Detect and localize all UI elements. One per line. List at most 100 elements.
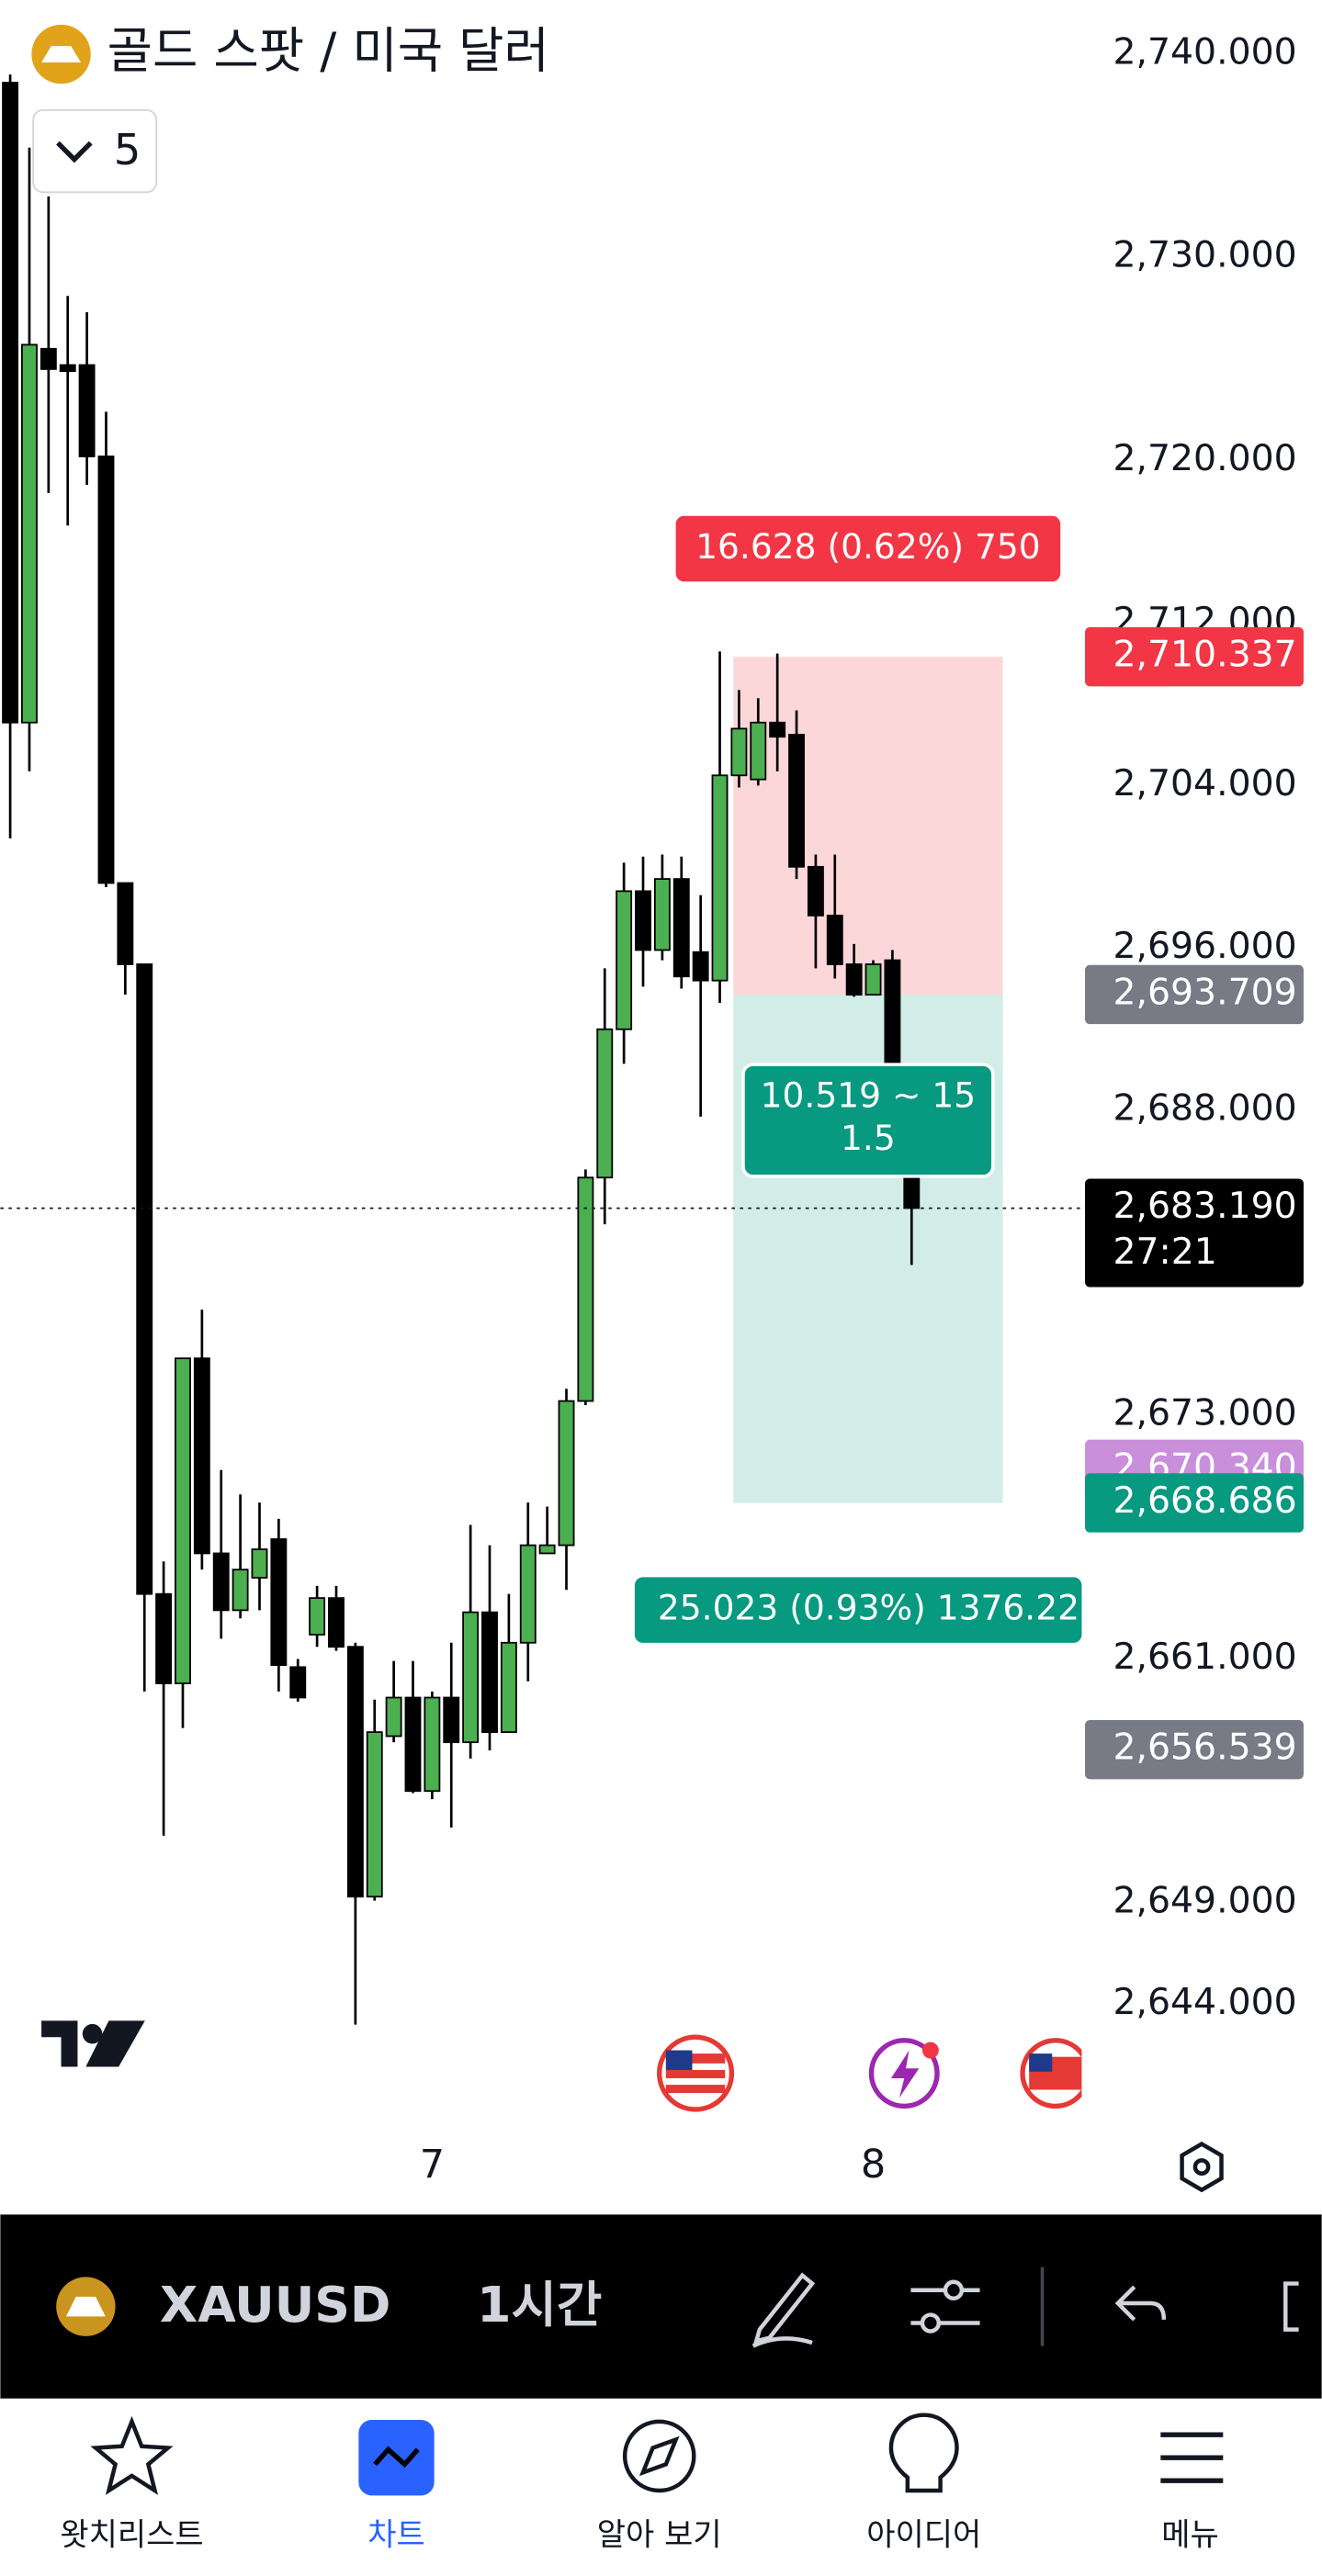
candle-body: [845, 963, 863, 996]
price-badge: [1085, 1178, 1304, 1288]
candle-body: [2, 82, 19, 724]
chart-area: 2,740.0002,730.0002,720.0002,712.0002,70…: [0, 31, 1304, 2188]
y-tick-label: 2,649.000: [1113, 1879, 1296, 1921]
y-tick-label: 2,720.000: [1113, 437, 1296, 479]
ratio-label: 10.519 ~ 15: [761, 1074, 977, 1115]
candle-body: [366, 1731, 383, 1898]
nav-label[interactable]: 메뉴: [1161, 2517, 1219, 2554]
candle-body: [212, 1552, 230, 1612]
candle-body: [78, 364, 96, 457]
candle-body: [577, 1176, 594, 1402]
nav-label[interactable]: 알아 보기: [597, 2517, 722, 2554]
candle-body: [481, 1611, 498, 1733]
candle-body: [251, 1548, 268, 1579]
indicator-toggle[interactable]: [32, 108, 158, 194]
symbol-title[interactable]: 골드 스팟 / 미국 달러: [107, 22, 549, 80]
ratio-label-box: [741, 1063, 995, 1178]
y-tick-label: 2,661.000: [1113, 1636, 1296, 1678]
candle-body: [730, 727, 748, 777]
candle-body: [21, 343, 38, 724]
candle-body: [443, 1696, 460, 1744]
candle-body: [136, 963, 153, 1595]
explore-icon[interactable]: [622, 2419, 696, 2493]
price-badge-label: 2,710.337: [1113, 634, 1296, 676]
y-tick-label: 2,688.000: [1113, 1087, 1296, 1130]
price-badge-label: 2,668.686: [1113, 1479, 1296, 1522]
risk-label-box: [675, 515, 1061, 582]
candle-body: [807, 865, 824, 917]
tradingview-logo-dot: [82, 2023, 103, 2044]
y-tick-label: 2,730.000: [1113, 234, 1296, 276]
y-tick-label: 2,673.000: [1113, 1392, 1296, 1434]
reward-label: 25.023 (0.93%) 1376.22: [658, 1588, 1079, 1628]
candle-body: [864, 963, 882, 996]
candle-body: [462, 1611, 480, 1744]
candle-body: [59, 364, 76, 373]
us-event-icon-partial[interactable]: [1020, 2030, 1099, 2113]
candle-body: [596, 1028, 614, 1179]
price-badge: [1085, 626, 1304, 687]
candle-body: [558, 1400, 575, 1547]
news-flash-icon[interactable]: [868, 2038, 940, 2109]
nav-label[interactable]: 아이디어: [866, 2517, 981, 2554]
x-tick-label: 8: [861, 2142, 886, 2188]
settings-icon[interactable]: [1180, 2141, 1224, 2193]
candle-body: [653, 878, 671, 951]
ratio-label: 1.5: [841, 1118, 896, 1158]
nav-label-active[interactable]: 차트: [367, 2517, 425, 2554]
undo-icon[interactable]: [1114, 2285, 1167, 2322]
candle-body: [750, 721, 767, 781]
candle-body: [270, 1538, 288, 1666]
y-tick-label: 2,696.000: [1113, 925, 1296, 967]
symbol-icon-bars: [41, 46, 82, 62]
toolbar: [0, 2214, 1322, 2399]
bottom-nav: [0, 2398, 1322, 2576]
y-tick-label: 2,740.000: [1113, 31, 1296, 73]
risk-label: 16.628 (0.62%) 750: [695, 526, 1040, 567]
candle-body: [404, 1696, 422, 1793]
y-tick-label: 2,704.000: [1113, 762, 1296, 804]
candle-body: [424, 1696, 441, 1793]
us-event-icon[interactable]: [657, 2034, 735, 2112]
tradingview-logo: [41, 2020, 145, 2067]
toolbar-symbol[interactable]: XAUUSD: [160, 2276, 391, 2334]
candle-body: [692, 951, 709, 982]
watchlist-icon[interactable]: [90, 2415, 174, 2495]
candle-body: [155, 1592, 173, 1684]
indicator-settings-icon[interactable]: [910, 2279, 980, 2334]
candle-body: [117, 882, 134, 965]
compass-needle: [638, 2435, 680, 2477]
candle-body: [616, 890, 633, 1030]
price-badge: [1085, 1473, 1304, 1533]
candle-body: [193, 1357, 210, 1555]
candle-body: [385, 1696, 402, 1738]
price-badge-label: 2,693.709: [1113, 971, 1296, 1013]
x-tick-label: 7: [420, 2142, 445, 2188]
candle-body: [711, 774, 729, 982]
candle-body: [635, 890, 651, 951]
price-badge-label: 2,683.190: [1113, 1185, 1296, 1227]
candle-body: [769, 721, 786, 738]
toolbar-interval[interactable]: 1시간: [477, 2276, 602, 2334]
candle-body: [672, 878, 690, 978]
nav-label[interactable]: 왓치리스트: [60, 2517, 203, 2554]
price-badge-label: 2,656.539: [1113, 1727, 1296, 1769]
more-tools-icon[interactable]: [1283, 2281, 1299, 2332]
candle-body: [826, 915, 843, 965]
candle-body: [40, 347, 57, 370]
chevron-icon: [56, 141, 93, 163]
settings-icon-center: [1192, 2158, 1211, 2176]
menu-icon[interactable]: [1160, 2432, 1224, 2483]
candle-body: [232, 1569, 249, 1612]
draw-tool-icon[interactable]: [751, 2272, 816, 2348]
candle-body: [97, 456, 115, 884]
candle-body: [788, 734, 805, 868]
ideas-icon[interactable]: [888, 2413, 959, 2493]
toolbar-symbol-bars: [65, 2296, 106, 2317]
candle-body: [346, 1646, 364, 1898]
candle-body: [175, 1357, 191, 1684]
reward-label-box: [634, 1577, 1082, 1643]
candle-body: [289, 1666, 307, 1699]
y-tick-label: 2,644.000: [1113, 1981, 1296, 2023]
